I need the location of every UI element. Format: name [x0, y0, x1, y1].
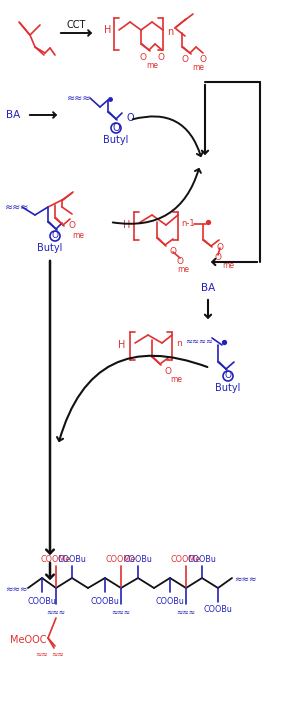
Text: ≈≈≈: ≈≈≈ — [5, 586, 28, 594]
Text: O: O — [112, 123, 120, 133]
Text: n: n — [167, 27, 173, 37]
Text: O: O — [164, 368, 171, 376]
Text: COOBu: COOBu — [156, 596, 184, 606]
Text: ≈≈≈: ≈≈≈ — [46, 608, 66, 616]
Text: Butyl: Butyl — [215, 383, 241, 393]
Text: COOMe: COOMe — [171, 555, 201, 564]
Text: H: H — [104, 25, 112, 35]
Text: O: O — [181, 55, 188, 65]
Text: ≈≈≈: ≈≈≈ — [176, 608, 195, 616]
Text: me: me — [170, 376, 182, 385]
Text: Butyl: Butyl — [103, 135, 129, 145]
Text: O: O — [214, 253, 222, 261]
Text: MeOOC: MeOOC — [10, 635, 46, 645]
Text: COOBu: COOBu — [91, 596, 120, 606]
Text: O: O — [169, 248, 176, 256]
Text: COOBu: COOBu — [57, 555, 86, 564]
Text: ≈≈≈: ≈≈≈ — [5, 202, 29, 212]
Text: O: O — [52, 231, 59, 241]
Text: COOBu: COOBu — [28, 596, 57, 606]
Text: O: O — [126, 113, 134, 123]
Text: O: O — [200, 55, 207, 65]
Text: ≈≈≈≈: ≈≈≈≈ — [185, 337, 213, 346]
Text: ≈≈: ≈≈ — [36, 650, 48, 658]
Text: O: O — [158, 53, 164, 62]
Text: BA: BA — [201, 283, 215, 293]
Text: ≈≈≈: ≈≈≈ — [67, 93, 91, 103]
Text: COOMe: COOMe — [106, 555, 136, 564]
Text: ≈≈: ≈≈ — [52, 650, 64, 658]
Text: H: H — [118, 340, 126, 350]
Text: COOBu: COOBu — [124, 555, 152, 564]
Text: O: O — [224, 371, 231, 381]
Text: O: O — [217, 244, 224, 253]
Text: O: O — [69, 222, 76, 231]
Text: COOBu: COOBu — [204, 604, 232, 613]
Text: me: me — [72, 231, 84, 239]
Text: me: me — [222, 261, 234, 270]
Text: O: O — [176, 256, 183, 266]
Text: n: n — [176, 339, 182, 349]
Text: me: me — [177, 265, 189, 273]
Text: H: H — [123, 220, 131, 230]
Text: me: me — [146, 60, 158, 70]
Text: CCT: CCT — [66, 20, 86, 30]
Text: COOMe: COOMe — [41, 555, 71, 564]
Text: ≈≈≈: ≈≈≈ — [111, 608, 131, 616]
Text: n-1: n-1 — [181, 219, 195, 229]
Text: COOBu: COOBu — [188, 555, 217, 564]
Text: O: O — [139, 53, 146, 62]
Text: me: me — [192, 63, 204, 72]
Text: ≈≈≈: ≈≈≈ — [234, 576, 256, 584]
Text: Butyl: Butyl — [37, 243, 63, 253]
Text: BA: BA — [6, 110, 20, 120]
